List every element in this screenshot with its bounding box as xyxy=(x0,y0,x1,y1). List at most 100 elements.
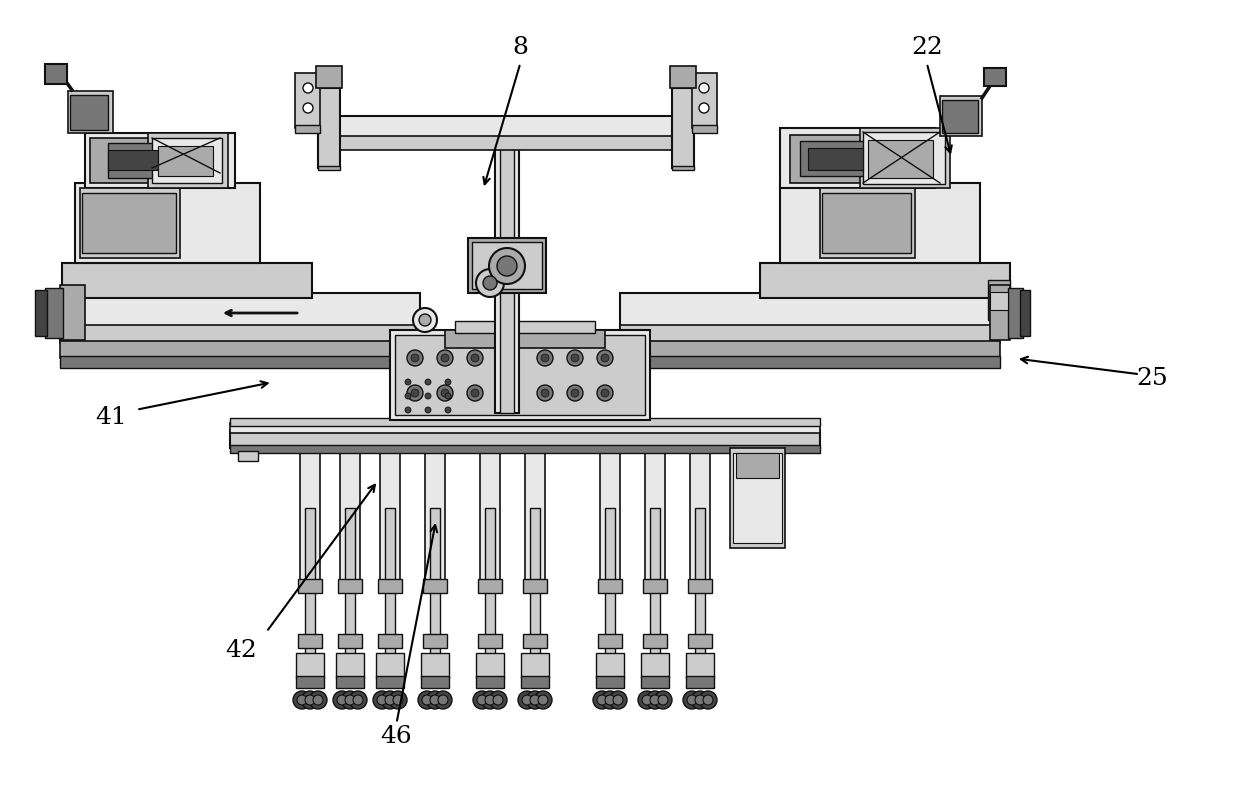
Circle shape xyxy=(597,385,613,401)
Bar xyxy=(484,508,496,658)
Bar xyxy=(300,443,320,588)
Bar xyxy=(318,166,339,170)
Bar xyxy=(672,88,694,168)
Text: 22: 22 xyxy=(911,35,943,59)
Bar xyxy=(479,443,501,588)
Bar xyxy=(338,579,362,593)
Circle shape xyxy=(292,691,311,709)
Circle shape xyxy=(313,695,323,705)
Bar xyxy=(525,443,545,588)
Text: 25: 25 xyxy=(1136,366,1168,390)
Circle shape xyxy=(333,691,351,709)
Bar xyxy=(76,183,260,263)
Circle shape xyxy=(541,389,549,397)
Circle shape xyxy=(445,379,451,385)
Circle shape xyxy=(344,695,356,705)
Bar xyxy=(422,634,447,648)
Bar xyxy=(672,166,694,170)
Bar xyxy=(339,443,361,588)
Circle shape xyxy=(419,314,431,326)
Circle shape xyxy=(567,385,584,401)
Bar xyxy=(425,443,445,588)
Bar xyxy=(670,66,696,88)
Circle shape xyxy=(411,389,419,397)
Circle shape xyxy=(695,695,705,705)
Circle shape xyxy=(422,695,432,705)
Bar xyxy=(230,418,820,426)
Circle shape xyxy=(439,695,449,705)
Bar xyxy=(1009,288,1023,338)
Circle shape xyxy=(683,691,701,709)
Circle shape xyxy=(441,354,449,362)
Bar xyxy=(800,141,875,176)
Circle shape xyxy=(304,83,313,93)
Circle shape xyxy=(473,691,491,709)
Bar xyxy=(984,68,1006,86)
Bar xyxy=(736,453,779,478)
Bar xyxy=(530,508,540,658)
Bar xyxy=(468,238,546,293)
Bar xyxy=(59,325,420,343)
Circle shape xyxy=(601,389,610,397)
Circle shape xyxy=(642,695,652,705)
Circle shape xyxy=(413,308,437,332)
Bar xyxy=(501,118,514,413)
Bar xyxy=(375,653,404,678)
Circle shape xyxy=(527,691,544,709)
Bar xyxy=(596,676,624,688)
Circle shape xyxy=(405,393,411,399)
Bar xyxy=(395,335,646,415)
Bar xyxy=(478,634,502,648)
Circle shape xyxy=(530,695,540,705)
Bar xyxy=(760,263,1010,298)
Bar xyxy=(643,579,667,593)
Circle shape xyxy=(534,691,553,709)
Bar xyxy=(35,290,47,336)
Circle shape xyxy=(650,695,660,705)
Circle shape xyxy=(304,103,313,113)
Bar xyxy=(643,634,667,648)
Text: 42: 42 xyxy=(225,638,258,662)
Bar xyxy=(522,676,549,688)
Bar xyxy=(380,443,400,588)
Bar xyxy=(650,508,660,658)
Circle shape xyxy=(434,691,452,709)
Circle shape xyxy=(373,691,392,709)
Bar xyxy=(790,135,890,183)
Bar xyxy=(338,634,362,648)
Circle shape xyxy=(425,407,431,413)
Bar xyxy=(385,508,395,658)
Bar xyxy=(296,653,325,678)
Bar xyxy=(690,443,710,588)
Circle shape xyxy=(484,695,496,705)
Circle shape xyxy=(489,248,525,284)
Circle shape xyxy=(567,350,584,366)
Circle shape xyxy=(353,695,363,705)
Circle shape xyxy=(405,379,411,385)
Bar xyxy=(375,676,404,688)
Circle shape xyxy=(686,695,698,705)
Bar xyxy=(152,138,222,183)
Bar xyxy=(781,128,935,188)
Bar xyxy=(378,634,401,648)
Bar xyxy=(620,341,1000,358)
Bar xyxy=(598,579,622,593)
Circle shape xyxy=(377,695,387,705)
Circle shape xyxy=(426,691,444,709)
Circle shape xyxy=(297,695,307,705)
Circle shape xyxy=(337,695,347,705)
Bar xyxy=(305,508,315,658)
Circle shape xyxy=(518,691,536,709)
Circle shape xyxy=(418,691,436,709)
Circle shape xyxy=(467,385,483,401)
Bar xyxy=(430,508,440,658)
Bar xyxy=(693,73,717,128)
Bar xyxy=(596,653,624,678)
Bar xyxy=(320,136,690,150)
Circle shape xyxy=(536,350,553,366)
Bar xyxy=(316,66,342,88)
Circle shape xyxy=(393,695,403,705)
Circle shape xyxy=(654,691,672,709)
Bar xyxy=(230,423,820,433)
Bar xyxy=(641,653,669,678)
